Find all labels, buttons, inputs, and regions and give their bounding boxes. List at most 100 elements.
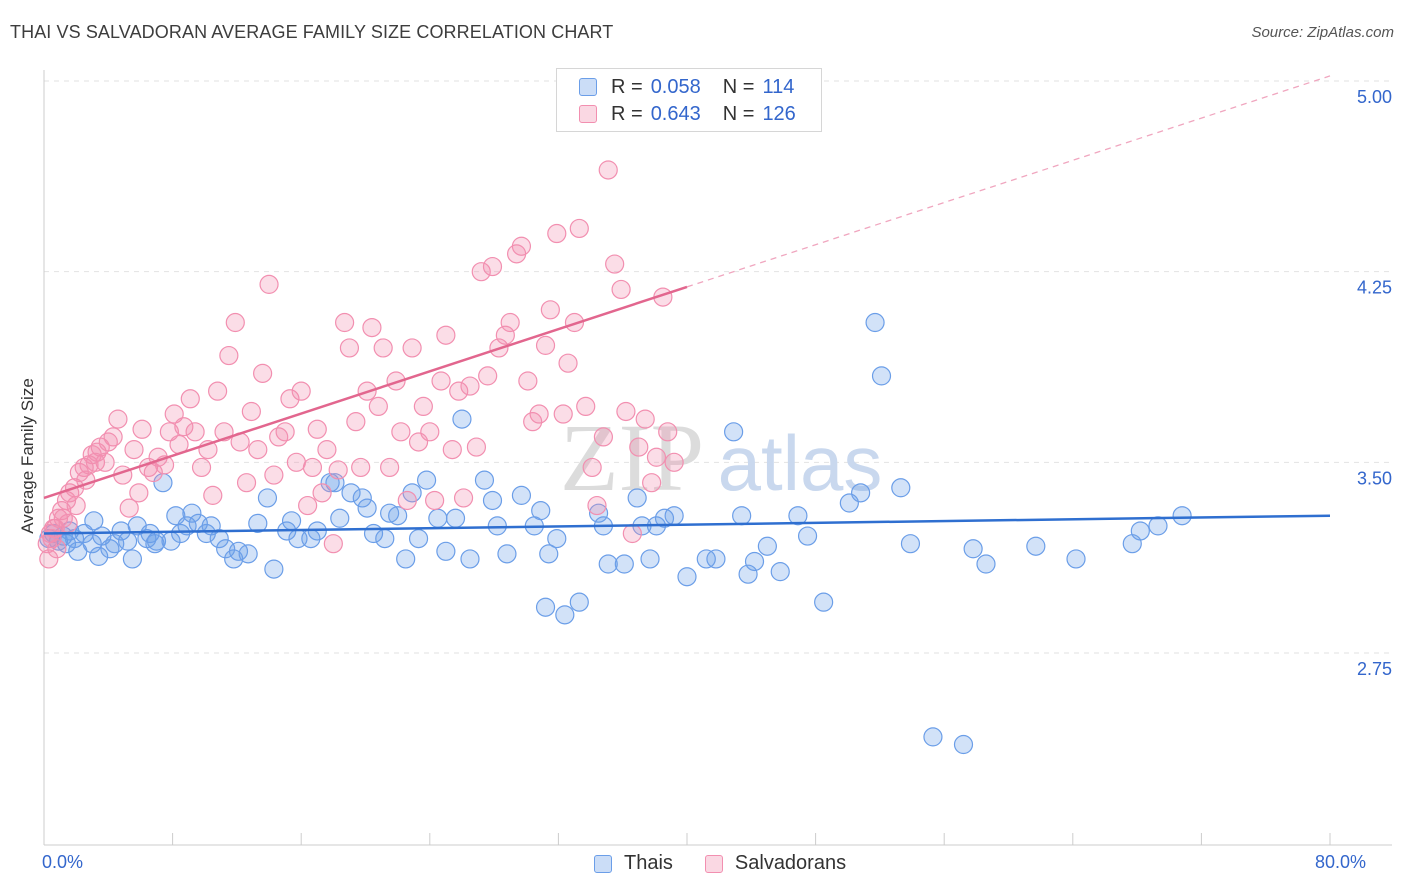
y-tick-label: 2.75 bbox=[1357, 659, 1392, 679]
data-point bbox=[531, 501, 551, 521]
y-tick-labels: 5.00 4.25 3.50 2.75 bbox=[1357, 87, 1392, 679]
data-point bbox=[380, 457, 400, 478]
data-point bbox=[352, 488, 372, 508]
data-point bbox=[143, 462, 163, 483]
data-point bbox=[471, 262, 491, 282]
data-point bbox=[487, 516, 507, 536]
data-point bbox=[460, 549, 480, 569]
data-point bbox=[124, 440, 144, 460]
data-point bbox=[1026, 536, 1046, 556]
data-point bbox=[373, 338, 393, 358]
data-point bbox=[1130, 521, 1150, 541]
data-point bbox=[238, 544, 258, 564]
data-point bbox=[108, 409, 128, 429]
data-point bbox=[635, 409, 655, 429]
data-point bbox=[732, 506, 752, 526]
data-point bbox=[851, 483, 871, 503]
data-point bbox=[174, 417, 194, 437]
data-point bbox=[436, 325, 456, 345]
data-point bbox=[891, 478, 911, 498]
data-point bbox=[478, 366, 498, 386]
series-swatch-salvadorans bbox=[704, 854, 723, 873]
data-point bbox=[323, 534, 343, 554]
legend-r-value: 0.058 bbox=[650, 75, 701, 98]
data-point bbox=[66, 495, 86, 516]
data-point bbox=[413, 396, 433, 417]
data-point bbox=[225, 312, 245, 333]
series-legend-salvadorans[interactable]: Salvadorans bbox=[704, 852, 846, 875]
x-min-label: 0.0% bbox=[42, 852, 84, 872]
data-point bbox=[397, 490, 417, 511]
data-point bbox=[129, 483, 149, 503]
data-point bbox=[535, 597, 556, 617]
data-point bbox=[460, 376, 480, 396]
data-point bbox=[547, 528, 567, 549]
series-legend: Thais Salvadorans bbox=[594, 852, 878, 875]
data-point bbox=[396, 549, 416, 569]
data-point bbox=[535, 335, 556, 355]
data-point bbox=[362, 317, 382, 338]
data-point bbox=[814, 592, 834, 612]
data-point bbox=[511, 236, 532, 256]
y-tick-label: 5.00 bbox=[1357, 87, 1392, 107]
data-point bbox=[259, 274, 279, 294]
data-point bbox=[788, 506, 808, 526]
data-point bbox=[564, 312, 585, 333]
data-point bbox=[248, 513, 268, 533]
data-point bbox=[84, 511, 104, 531]
data-point bbox=[416, 470, 437, 490]
data-point bbox=[312, 483, 332, 503]
data-point bbox=[89, 546, 109, 566]
data-point bbox=[445, 508, 466, 528]
legend-row-thais: R = 0.058 N = 114 bbox=[579, 75, 794, 99]
data-point bbox=[280, 389, 300, 409]
legend-r-label: R = bbox=[611, 102, 643, 125]
data-point bbox=[540, 300, 560, 320]
data-point bbox=[103, 427, 123, 447]
data-point bbox=[122, 549, 143, 569]
data-point bbox=[449, 381, 469, 401]
data-point bbox=[164, 404, 184, 424]
data-point bbox=[627, 488, 647, 508]
data-point bbox=[307, 419, 327, 439]
data-point bbox=[616, 401, 636, 422]
data-point bbox=[47, 539, 67, 559]
data-point bbox=[646, 447, 667, 467]
data-point bbox=[963, 539, 983, 559]
data-point bbox=[281, 511, 302, 531]
data-point bbox=[724, 422, 744, 442]
y-tick-label: 3.50 bbox=[1357, 468, 1392, 488]
data-point bbox=[388, 506, 408, 526]
data-point bbox=[325, 473, 345, 493]
legend-row-salvadorans: R = 0.643 N = 126 bbox=[579, 102, 796, 126]
data-point bbox=[664, 452, 684, 472]
data-point bbox=[569, 592, 589, 612]
data-point bbox=[453, 488, 474, 508]
data-point bbox=[953, 734, 974, 755]
legend-n-value: 114 bbox=[762, 75, 795, 98]
data-point bbox=[558, 353, 578, 373]
data-point bbox=[598, 554, 618, 574]
data-point bbox=[518, 371, 538, 391]
data-point bbox=[500, 312, 520, 333]
data-point bbox=[611, 279, 631, 300]
data-point bbox=[482, 490, 503, 511]
data-point bbox=[375, 528, 395, 549]
data-point bbox=[547, 223, 567, 244]
data-point bbox=[553, 404, 573, 424]
data-point bbox=[1066, 549, 1086, 569]
legend-n-label: N = bbox=[722, 102, 755, 125]
series-legend-thais[interactable]: Thais bbox=[594, 852, 673, 875]
data-point bbox=[664, 506, 684, 526]
data-point bbox=[482, 256, 503, 277]
data-point bbox=[593, 427, 614, 447]
trend-extension-salvadorans bbox=[686, 75, 1331, 288]
legend-swatch-salvadorans bbox=[579, 105, 597, 123]
data-point bbox=[219, 345, 239, 366]
legend-r-value: 0.643 bbox=[650, 102, 701, 125]
stats-legend: R = 0.058 N = 114 R = 0.643 N = 126 bbox=[556, 68, 822, 132]
data-point bbox=[119, 498, 139, 518]
data-point bbox=[209, 528, 229, 549]
data-point bbox=[335, 312, 355, 333]
